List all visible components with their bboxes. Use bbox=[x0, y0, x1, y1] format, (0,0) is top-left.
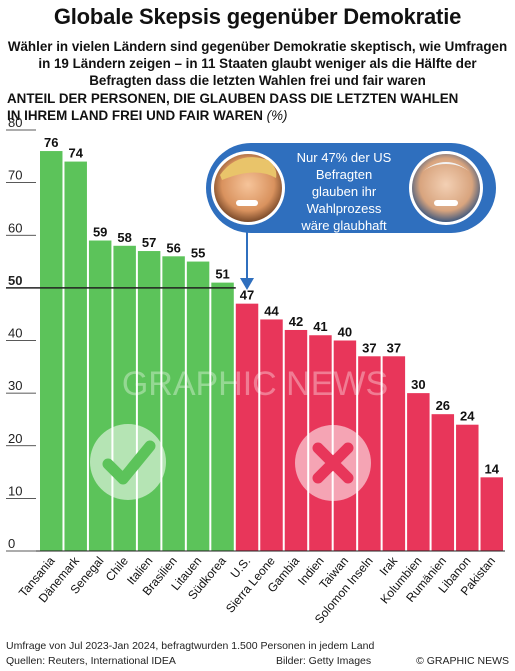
callout-line: Befragten bbox=[316, 167, 372, 182]
bar-value-label: 14 bbox=[485, 461, 500, 476]
bar bbox=[40, 151, 63, 552]
axis-title-line: ANTEIL DER PERSONEN, DIE GLAUBEN DASS DI… bbox=[7, 91, 459, 106]
y-tick-label: 20 bbox=[8, 431, 22, 446]
bar-value-label: 40 bbox=[338, 325, 352, 340]
bar bbox=[407, 393, 430, 551]
y-tick-label: 70 bbox=[8, 168, 22, 183]
bar bbox=[211, 282, 234, 551]
check-icon bbox=[90, 424, 166, 500]
subtitle: Wähler in vielen Ländern sind gegenüber … bbox=[6, 38, 509, 89]
bar bbox=[162, 256, 185, 551]
y-axis: 0 10 20 30 40 50 60 70 80 bbox=[6, 115, 505, 552]
bar-value-label: 57 bbox=[142, 235, 156, 250]
bar-value-label: 56 bbox=[166, 240, 180, 255]
bar-value-label: 59 bbox=[93, 225, 107, 240]
bar bbox=[186, 261, 210, 551]
callout-line: glauben ihr bbox=[312, 184, 377, 199]
bar-value-label: 76 bbox=[44, 135, 58, 150]
callout-line: wäre glaubhaft bbox=[300, 218, 387, 233]
callout-line: Wahlprozess bbox=[307, 201, 382, 216]
bar bbox=[382, 356, 406, 551]
bar-value-label: 58 bbox=[117, 230, 131, 245]
bar-value-label: 47 bbox=[240, 288, 254, 303]
axis-unit: (%) bbox=[266, 108, 288, 123]
bar-value-label: 41 bbox=[313, 319, 327, 334]
bar bbox=[260, 319, 283, 551]
x-axis-labels: TansaniaDänemarkSenegalChileItalienBrasi… bbox=[16, 553, 498, 626]
y-tick-label: 30 bbox=[8, 378, 22, 393]
subtitle-line: Wähler in vielen Ländern sind gegenüber … bbox=[7, 39, 508, 54]
bar-value-label: 44 bbox=[264, 303, 279, 318]
bar-value-label: 26 bbox=[436, 398, 450, 413]
y-tick-label: 0 bbox=[8, 536, 15, 551]
bar-value-label: 42 bbox=[289, 314, 303, 329]
bar-value-label: 37 bbox=[362, 340, 376, 355]
axis-title: ANTEIL DER PERSONEN, DIE GLAUBEN DASS DI… bbox=[7, 90, 507, 124]
bar bbox=[431, 414, 455, 551]
bar bbox=[64, 161, 87, 551]
value-labels: 76 74 59 58 57 56 55 51 47 44 42 41 40 37 37 30 26 24 14 bbox=[44, 135, 500, 476]
biden-portrait bbox=[409, 151, 483, 225]
axis-title-line-2: IN IHREM LAND FREI UND FAIR WAREN bbox=[7, 108, 263, 123]
y-tick-label: 50 bbox=[8, 273, 22, 288]
bar-value-label: 24 bbox=[460, 409, 475, 424]
trump-portrait bbox=[211, 151, 285, 225]
bar-value-label: 55 bbox=[191, 246, 205, 261]
y-tick-label: 10 bbox=[8, 483, 22, 498]
axis-title-line: IN IHREM LAND FREI UND FAIR WAREN (%) bbox=[7, 107, 507, 124]
subtitle-line: Befragten dass die letzten Wahlen frei u… bbox=[89, 73, 426, 88]
y-tick-label: 60 bbox=[8, 220, 22, 235]
y-tick-label: 40 bbox=[8, 326, 22, 341]
bar-value-label: 30 bbox=[411, 377, 425, 392]
cross-icon bbox=[295, 425, 371, 501]
footer-pictures: Bilder: Getty Images bbox=[276, 655, 372, 667]
bar bbox=[480, 477, 503, 551]
callout: Nur 47% der US Befragten glauben ihr Wah… bbox=[206, 143, 496, 290]
bar-value-label: 37 bbox=[387, 340, 401, 355]
footer-note: Umfrage von Jul 2023-Jan 2024, befragtwu… bbox=[6, 640, 375, 652]
bar bbox=[456, 424, 479, 551]
page-title: Globale Skepsis gegenüber Demokratie bbox=[53, 4, 462, 29]
callout-line: Nur 47% der US bbox=[297, 150, 392, 165]
bar bbox=[235, 303, 259, 551]
y-tick-label: 80 bbox=[8, 115, 22, 130]
watermark: GRAPHIC NEWS bbox=[122, 365, 388, 403]
bar-value-label: 74 bbox=[68, 146, 83, 161]
bar bbox=[284, 329, 308, 551]
footer-brand: © GRAPHIC NEWS bbox=[416, 655, 509, 667]
bar-value-label: 51 bbox=[215, 267, 229, 282]
subtitle-line: in 19 Ländern zeigen – in 11 Staaten gla… bbox=[38, 56, 477, 71]
footer-sources: Quellen: Reuters, International IDEA bbox=[6, 655, 176, 667]
